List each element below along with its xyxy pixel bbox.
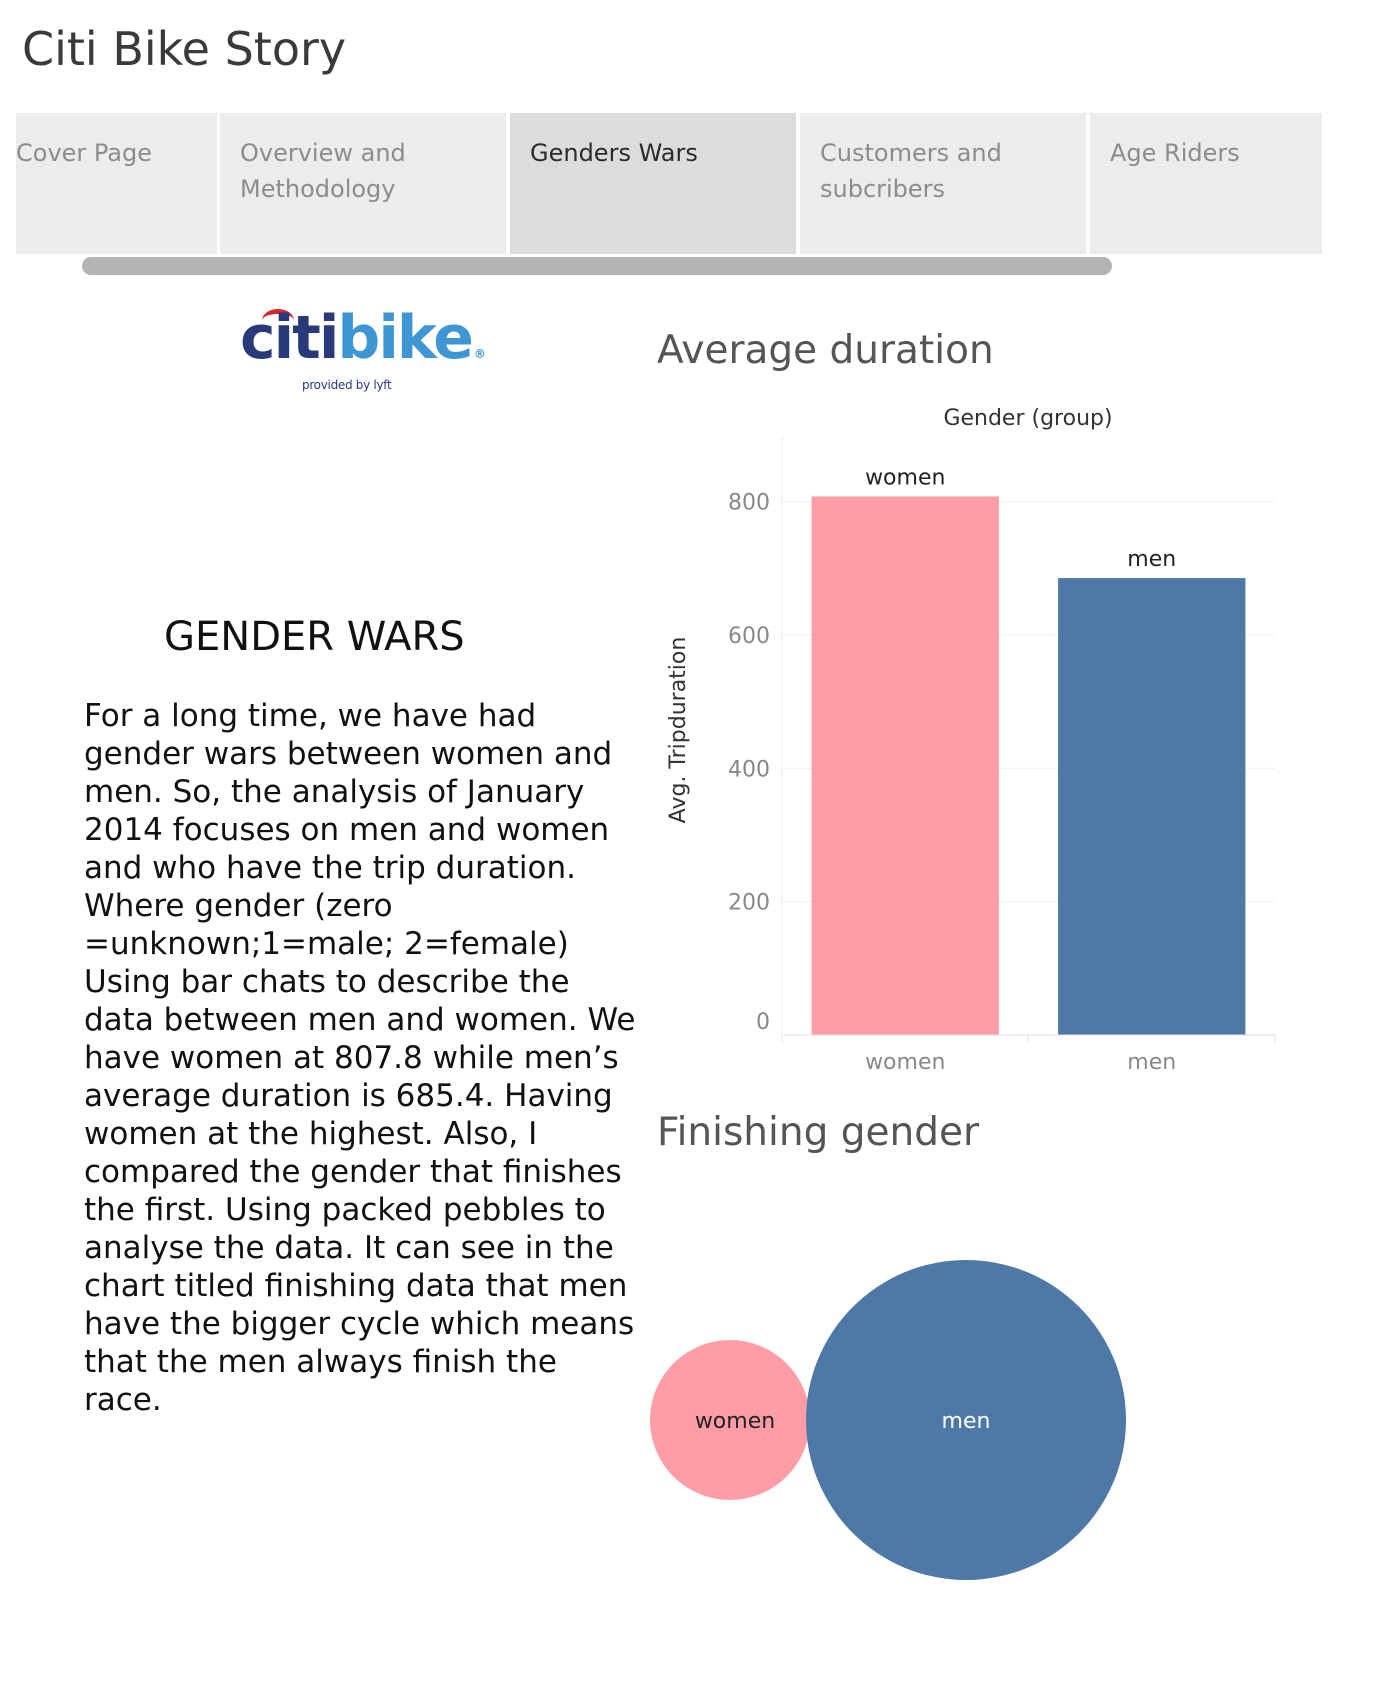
tab-genders-wars[interactable]: Genders Wars [510,113,796,254]
bar-label: men [1127,547,1176,572]
x-tick-label: men [1127,1050,1176,1075]
bar-men[interactable] [1058,578,1246,1035]
y-axis-label: Avg. Tripduration [666,637,691,824]
column-header: Gender (group) [943,406,1112,431]
logo-wordmark: citibike ® [240,304,486,388]
y-tick-label: 200 [728,891,770,916]
logo-citi: citi [240,303,339,373]
tab-label: Cover Page [16,139,153,167]
bubble-label: men [942,1409,991,1434]
bar-label: women [865,465,945,490]
tab-scrollbar[interactable] [82,257,1112,275]
logo-registered: ® [473,347,486,361]
avg-duration-bar-chart: Gender (group) 0 200 400 600 800 women men wo… [666,406,1276,1075]
tab-customers-and-subscribers[interactable]: Customers and subcribers [800,113,1086,254]
y-tick-label: 600 [728,624,770,649]
tab-label: Overview and [240,139,406,167]
bar-women[interactable] [811,496,999,1035]
finishing-gender-bubble-chart: women men [650,1260,1126,1580]
y-tick-label: 400 [728,757,770,782]
citi-bike-logo: citibike ® provided by lyft [240,304,486,400]
bar-chart-title: Average duration [657,328,994,373]
tab-label: subcribers [820,175,946,203]
tab-label: Genders Wars [530,139,698,167]
bubble-chart-title: Finishing gender [657,1110,979,1155]
logo-bike: bike [337,303,473,373]
y-tick-label: 0 [756,1010,770,1035]
tab-label: Methodology [240,175,396,203]
tab-overview-and-methodology[interactable]: Overview and Methodology [220,113,506,254]
tab-age-riders[interactable]: Age Riders [1090,113,1322,254]
logo-tagline: provided by lyft [302,378,392,392]
tab-label: Customers and [820,139,1002,167]
section-heading: GENDER WARS [164,614,465,660]
bubble-men[interactable] [806,1260,1126,1580]
x-tick-label: women [865,1050,945,1075]
story-title: Citi Bike Story [22,22,347,76]
description-text: For a long time, we have had gender wars… [84,698,636,1418]
y-tick-label: 800 [728,491,770,516]
bubble-women[interactable] [650,1340,810,1500]
logo-arc-icon [262,309,294,332]
bubble-label: women [695,1409,775,1434]
tab-label: Age Riders [1110,139,1240,167]
tab-cover-page[interactable]: Cover Page [16,113,217,254]
